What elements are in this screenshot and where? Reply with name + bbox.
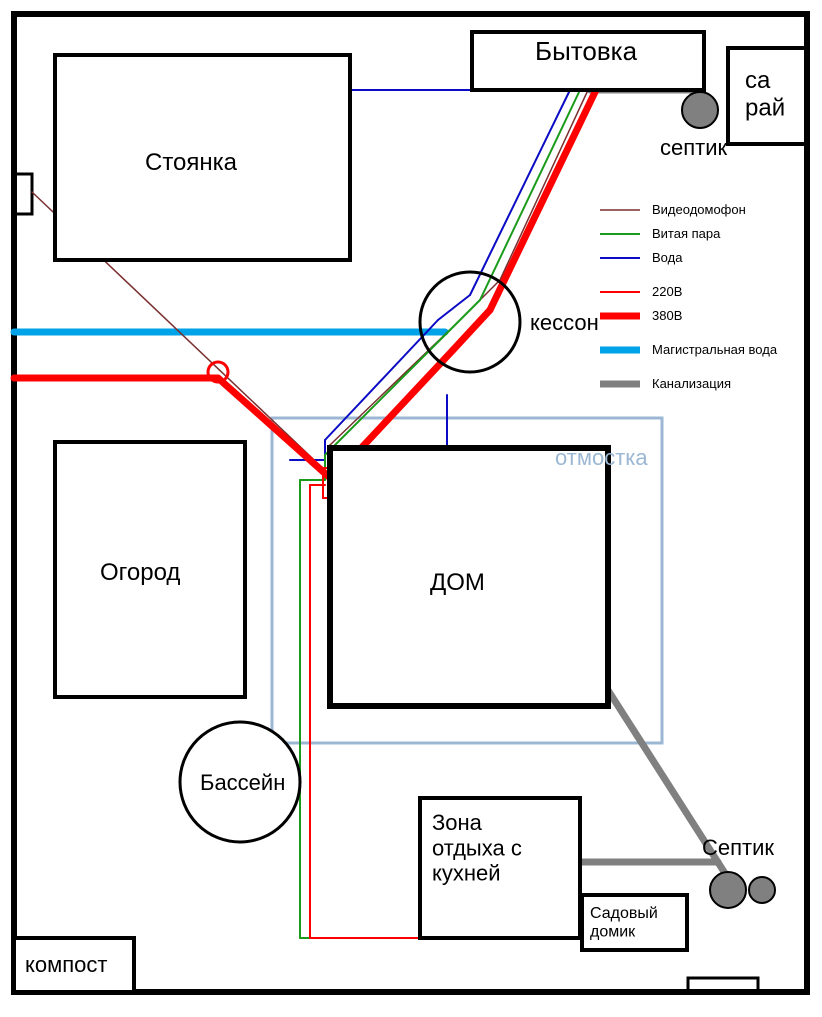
- svg-text:са: са: [745, 67, 771, 94]
- svg-text:Зона: Зона: [432, 810, 483, 835]
- svg-text:Огород: Огород: [100, 559, 180, 586]
- svg-text:септик: септик: [660, 135, 728, 160]
- svg-text:кессон: кессон: [530, 310, 599, 335]
- svg-text:220В: 220В: [652, 284, 682, 299]
- svg-text:Вода: Вода: [652, 250, 683, 265]
- svg-text:отмостка: отмостка: [555, 445, 648, 470]
- svg-text:Септик: Септик: [702, 835, 774, 860]
- svg-text:Бассейн: Бассейн: [200, 770, 285, 795]
- svg-text:Стоянка: Стоянка: [145, 149, 238, 176]
- site-plan-diagram: Стоянка Бытовка Огород ДОМ Зонаотдыха скухне…: [0, 0, 822, 1017]
- svg-text:Витая пара: Витая пара: [652, 226, 721, 241]
- svg-text:компост: компост: [25, 952, 107, 977]
- svg-text:кухней: кухней: [432, 861, 501, 886]
- svg-text:Канализация: Канализация: [652, 376, 731, 391]
- svg-text:рай: рай: [745, 95, 785, 122]
- svg-text:ДОМ: ДОМ: [430, 569, 485, 596]
- svg-text:отдыха с: отдыха с: [432, 835, 522, 860]
- svg-text:Видеодомофон: Видеодомофон: [652, 202, 746, 217]
- svg-text:домик: домик: [590, 923, 636, 940]
- svg-text:Садовый: Садовый: [590, 905, 658, 922]
- svg-text:Бытовка: Бытовка: [535, 36, 638, 66]
- svg-text:380В: 380В: [652, 308, 682, 323]
- svg-text:Магистральная вода: Магистральная вода: [652, 342, 778, 357]
